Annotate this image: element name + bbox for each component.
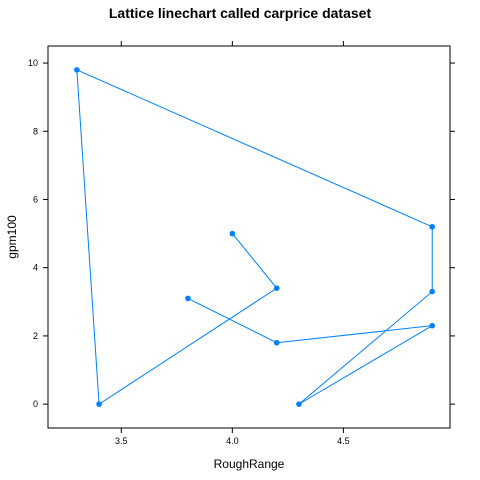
data-point-9 [185, 295, 191, 302]
axis-tick-labels: 3.5 4.0 4.5 0 2 4 6 8 10 [28, 58, 350, 446]
data-point-3 [74, 67, 80, 73]
axis-ticks [43, 41, 455, 433]
data-point-2 [96, 401, 102, 407]
series-group [74, 67, 436, 407]
chart-title: Lattice linechart called carprice datase… [109, 5, 372, 21]
x-tick-label-0: 3.5 [115, 436, 128, 446]
y-tick-label-4: 8 [33, 126, 38, 136]
data-point-4 [429, 223, 436, 230]
x-tick-label-2: 4.5 [337, 436, 350, 446]
data-point-8 [273, 339, 280, 346]
y-tick-label-3: 6 [33, 194, 38, 204]
x-axis-label: RoughRange [214, 457, 285, 471]
x-tick-label-1: 4.0 [226, 436, 239, 446]
y-tick-label-5: 10 [28, 58, 38, 68]
data-point-0 [229, 230, 236, 237]
data-point-1 [273, 285, 280, 291]
data-point-6 [296, 401, 302, 407]
data-point-7 [429, 322, 436, 329]
y-tick-label-1: 2 [33, 331, 38, 341]
data-point-5 [429, 288, 436, 295]
y-tick-label-0: 0 [33, 399, 38, 409]
y-tick-label-2: 4 [33, 263, 38, 273]
plot-frame [47, 45, 451, 429]
series-line-0 [76, 69, 433, 406]
y-axis-label: gpm100 [5, 215, 19, 259]
